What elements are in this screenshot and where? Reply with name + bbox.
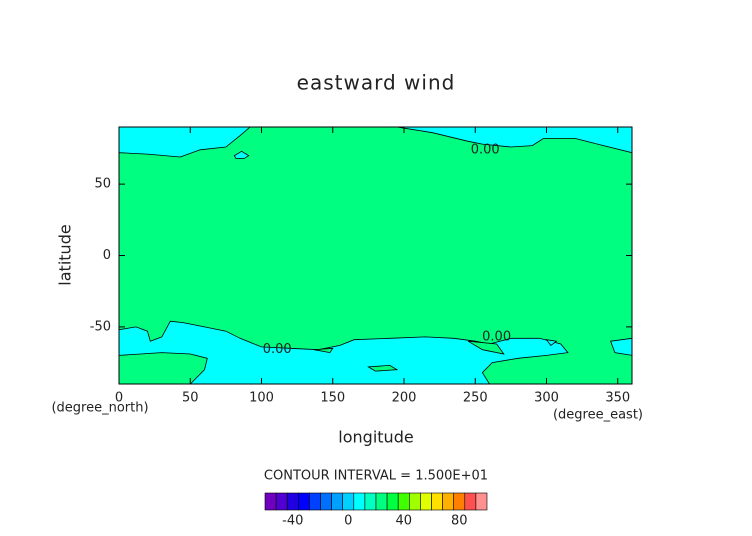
y-unit: (degree_north): [51, 401, 148, 416]
colorbar-cell: [309, 492, 321, 511]
contour-label: 0.00: [482, 329, 511, 344]
contour-region: [314, 347, 334, 354]
y-axis-label: latitude: [56, 224, 75, 285]
colorbar-cell: [275, 492, 288, 511]
contour-region: [119, 320, 569, 384]
x-tick-label: 50: [182, 391, 199, 406]
contour-label: 0.00: [263, 342, 292, 357]
colorbar-tick-label: 40: [395, 514, 412, 529]
colorbar-cell: [375, 492, 388, 511]
contour-region: [396, 127, 632, 154]
colorbar-cell: [320, 492, 332, 511]
colorbar-cell: [431, 492, 443, 511]
colorbar-cell: [364, 492, 377, 511]
contour-region: [610, 337, 632, 356]
x-tick-label: 300: [534, 391, 559, 406]
colorbar-cell: [353, 492, 366, 511]
x-unit: (degree_east): [553, 408, 643, 423]
x-tick-label: 200: [392, 391, 417, 406]
colorbar-cell: [386, 492, 399, 511]
colorbar-cell: [331, 492, 344, 511]
x-tick-label: 250: [463, 391, 488, 406]
colorbar-cell: [464, 492, 477, 511]
x-tick-label: 0: [115, 391, 123, 406]
contour-region: [467, 340, 505, 355]
colorbar-cell: [397, 492, 410, 511]
y-tick-label: 50: [94, 177, 111, 192]
contour-region: [367, 364, 399, 372]
colorbar-cell: [475, 492, 488, 511]
contour-label: 0.00: [471, 142, 500, 157]
colorbar-tick-label: 80: [451, 514, 468, 529]
plot-area: 0.00 0.00 0.00: [119, 127, 632, 384]
x-axis-label: longitude: [338, 428, 413, 447]
x-tick-label: 100: [249, 391, 274, 406]
colorbar-cell: [442, 492, 455, 511]
colorbar-cell: [297, 492, 310, 511]
contour-region: [545, 339, 558, 346]
colorbar-cell: [342, 492, 355, 511]
contour-region: [233, 150, 250, 159]
colorbar-cell: [264, 492, 277, 511]
x-tick-label: 150: [320, 391, 345, 406]
colorbar-cell: [408, 492, 421, 511]
colorbar-cell: [453, 492, 466, 511]
y-tick-label: 0: [103, 248, 111, 263]
chart-title: eastward wind: [297, 71, 456, 95]
x-tick-label: 350: [605, 391, 630, 406]
colorbar-cell: [286, 492, 299, 511]
contour-region: [119, 352, 208, 384]
colorbar-tick-label: 0: [344, 514, 352, 529]
y-tick-label: -50: [90, 319, 111, 334]
contour-region: [119, 127, 251, 158]
colorbar-cell: [420, 492, 432, 511]
colorbar-tick-label: -40: [282, 514, 303, 529]
contour-interval: CONTOUR INTERVAL = 1.500E+01: [264, 469, 488, 484]
